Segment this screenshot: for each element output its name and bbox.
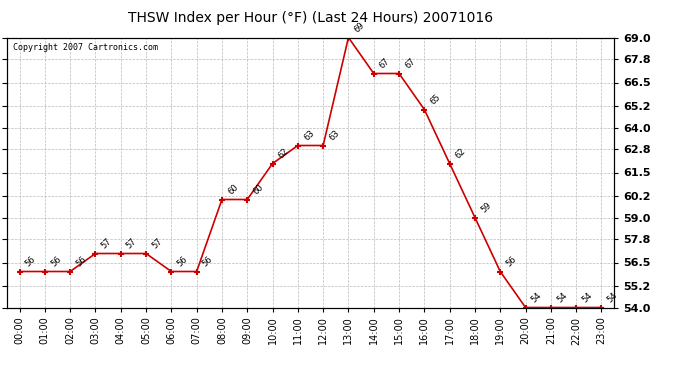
Text: 63: 63 bbox=[327, 129, 342, 143]
Text: 56: 56 bbox=[75, 255, 88, 269]
Text: 57: 57 bbox=[125, 237, 139, 251]
Text: 57: 57 bbox=[99, 237, 113, 251]
Text: 62: 62 bbox=[454, 147, 468, 161]
Text: 54: 54 bbox=[530, 291, 544, 305]
Text: 69: 69 bbox=[353, 21, 366, 35]
Text: 56: 56 bbox=[49, 255, 63, 269]
Text: 59: 59 bbox=[479, 201, 493, 215]
Text: 56: 56 bbox=[504, 255, 518, 269]
Text: 56: 56 bbox=[175, 255, 189, 269]
Text: 60: 60 bbox=[251, 183, 265, 197]
Text: 54: 54 bbox=[580, 291, 594, 305]
Text: 62: 62 bbox=[277, 147, 290, 161]
Text: Copyright 2007 Cartronics.com: Copyright 2007 Cartronics.com bbox=[13, 43, 158, 52]
Text: 63: 63 bbox=[302, 129, 316, 143]
Text: 65: 65 bbox=[428, 93, 442, 107]
Text: 54: 54 bbox=[606, 291, 620, 305]
Text: 54: 54 bbox=[555, 291, 569, 305]
Text: 67: 67 bbox=[403, 57, 417, 71]
Text: 56: 56 bbox=[23, 255, 37, 269]
Text: THSW Index per Hour (°F) (Last 24 Hours) 20071016: THSW Index per Hour (°F) (Last 24 Hours)… bbox=[128, 11, 493, 25]
Text: 60: 60 bbox=[226, 183, 240, 197]
Text: 67: 67 bbox=[378, 57, 392, 71]
Text: 57: 57 bbox=[150, 237, 164, 251]
Text: 56: 56 bbox=[201, 255, 215, 269]
